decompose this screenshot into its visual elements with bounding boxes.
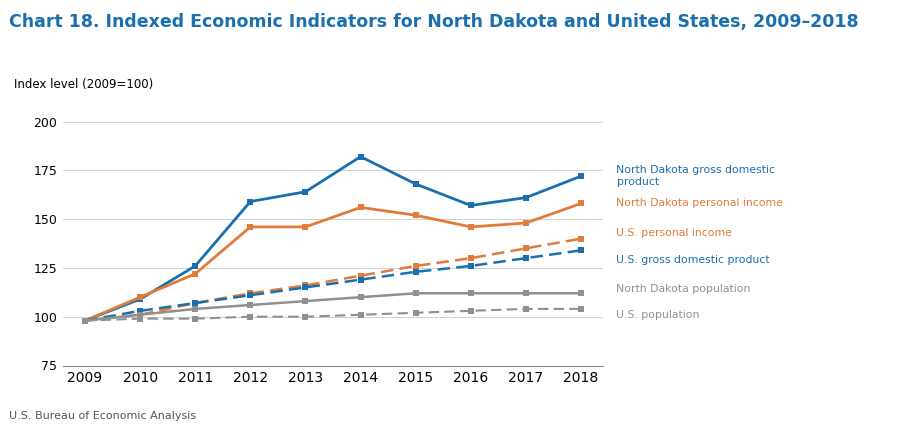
- Text: U.S. personal income: U.S. personal income: [616, 228, 733, 238]
- Text: U.S. Bureau of Economic Analysis: U.S. Bureau of Economic Analysis: [9, 411, 196, 421]
- Text: North Dakota gross domestic
product: North Dakota gross domestic product: [616, 165, 776, 187]
- Text: North Dakota personal income: North Dakota personal income: [616, 198, 783, 209]
- Text: U.S. population: U.S. population: [616, 310, 700, 320]
- Text: North Dakota population: North Dakota population: [616, 284, 751, 295]
- Text: Chart 18. Indexed Economic Indicators for North Dakota and United States, 2009–2: Chart 18. Indexed Economic Indicators fo…: [9, 13, 859, 31]
- Text: Index level (2009=100): Index level (2009=100): [14, 79, 154, 91]
- Text: U.S. gross domestic product: U.S. gross domestic product: [616, 255, 770, 265]
